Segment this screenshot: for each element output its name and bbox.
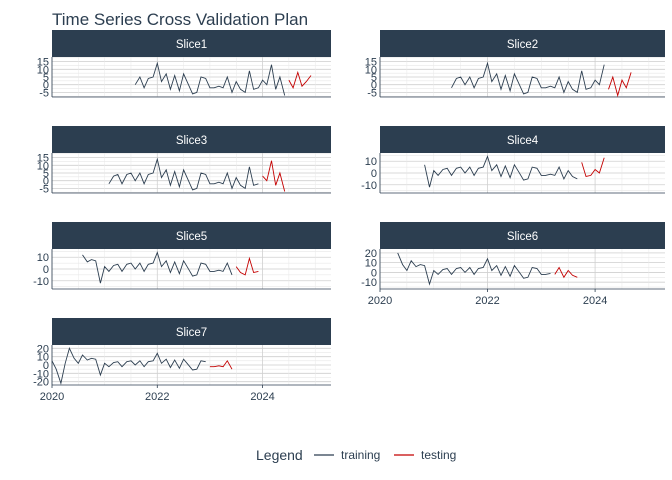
x-tick-label: 2024 (583, 295, 607, 307)
testing-series-line (581, 157, 605, 178)
facet-strip-label: Slice6 (507, 231, 538, 243)
y-tick-label: 10 (37, 252, 49, 264)
y-tick-label: -5 (39, 87, 49, 99)
y-tick-label: 0 (43, 264, 49, 276)
facet-strip-label: Slice3 (176, 135, 207, 147)
y-tick-label: 10 (365, 156, 377, 168)
facet-strip-label: Slice1 (176, 39, 207, 51)
y-tick-label: 10 (37, 352, 49, 364)
y-tick-label: 15 (37, 153, 49, 165)
y-tick-label: 10 (365, 64, 377, 76)
x-tick-label: 2020 (368, 295, 392, 307)
y-tick-label: -10 (361, 277, 377, 289)
facet-strip (52, 30, 331, 57)
x-tick-label: 2024 (250, 391, 274, 403)
y-tick-label: -20 (33, 377, 49, 389)
y-tick-label: 15 (365, 57, 377, 69)
testing-series-line (262, 160, 286, 192)
x-tick-label: 2022 (145, 391, 169, 403)
y-tick-label: 5 (43, 72, 49, 84)
testing-series-line (554, 266, 578, 279)
facet-slice4: Slice4 100-10 (361, 126, 665, 194)
facet-strip-label: Slice2 (507, 39, 538, 51)
facet-strip (52, 318, 331, 345)
facet-strip (380, 30, 665, 57)
legend-label-training: training (341, 448, 380, 462)
y-tick-label: 10 (37, 160, 49, 172)
y-tick-label: 0 (371, 80, 377, 92)
y-tick-label: 20 (365, 248, 377, 260)
facet-strip (52, 126, 331, 153)
y-tick-label: 0 (43, 80, 49, 92)
testing-series-line (288, 70, 312, 89)
legend: Legend training testing (256, 447, 456, 463)
facet-strip-label: Slice5 (176, 231, 207, 243)
y-tick-label: 0 (371, 168, 377, 180)
training-series-line (82, 251, 233, 284)
x-tick-label: 2020 (40, 391, 64, 403)
training-series-line (134, 61, 286, 96)
y-tick-label: -10 (33, 368, 49, 380)
y-tick-label: 10 (37, 64, 49, 76)
facet-strip (52, 222, 331, 249)
training-series-line (424, 155, 578, 188)
training-series-line (397, 252, 551, 286)
facet-strip-label: Slice4 (507, 135, 539, 147)
chart-title: Time Series Cross Validation Plan (52, 10, 308, 29)
facet-panels: Slice1151050-5Slice2151050-5Slice3151050… (33, 30, 665, 403)
facet-strip (380, 126, 665, 153)
training-series-line (451, 61, 605, 95)
x-tick-label: 2022 (475, 295, 499, 307)
legend-title: Legend (256, 447, 303, 463)
training-series-line (108, 157, 259, 191)
y-tick-label: -5 (367, 87, 377, 99)
y-tick-label: 5 (43, 168, 49, 180)
testing-series-line (235, 256, 259, 276)
y-tick-label: -5 (39, 183, 49, 195)
y-tick-label: 0 (43, 176, 49, 188)
facet-slice5: Slice5 100-10 (33, 222, 331, 290)
facet-strip (380, 222, 665, 249)
legend-label-testing: testing (421, 448, 456, 462)
facet-strip-label: Slice7 (176, 327, 207, 339)
y-tick-label: 10 (365, 258, 377, 270)
y-tick-label: 15 (37, 57, 49, 69)
y-tick-label: 0 (371, 267, 377, 279)
y-tick-label: 5 (371, 72, 377, 84)
training-series-line (51, 347, 206, 386)
y-tick-label: 20 (37, 343, 49, 355)
y-tick-label: 0 (43, 360, 49, 372)
testing-series-line (608, 72, 632, 98)
testing-series-line (209, 359, 233, 370)
y-tick-label: -10 (33, 276, 49, 288)
y-tick-label: -10 (361, 180, 377, 192)
